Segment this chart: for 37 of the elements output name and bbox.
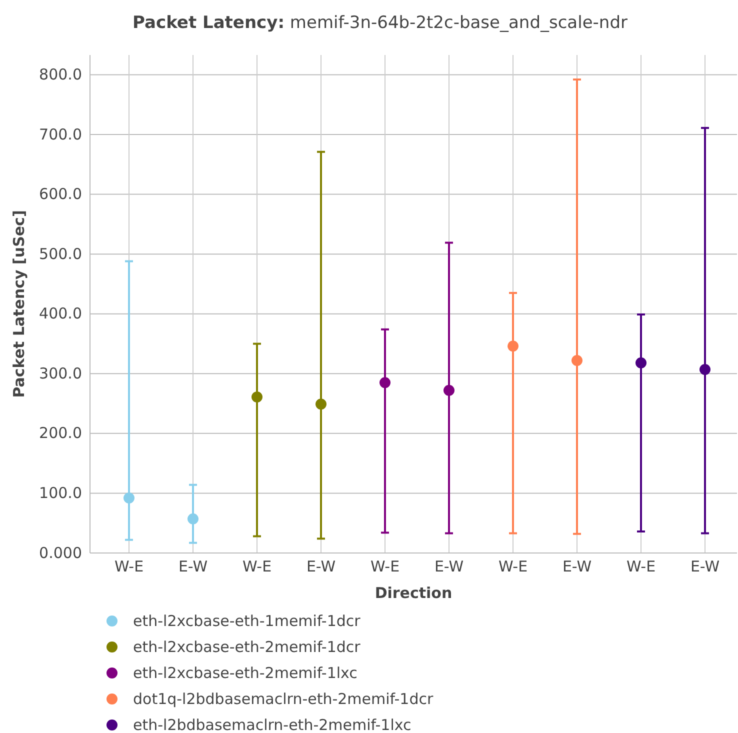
x-axis-title: Direction — [374, 584, 452, 602]
y-tick-label: 400.0 — [39, 304, 82, 323]
x-tick-label: E-W — [306, 558, 336, 576]
point — [252, 391, 262, 402]
x-tick-label: E-W — [434, 558, 464, 576]
x-tick-label: W-E — [242, 558, 272, 576]
x-tick-label: W-E — [626, 558, 656, 576]
point — [444, 384, 454, 396]
x-tick-label: E-W — [562, 558, 592, 576]
legend-label: eth-l2xcbase-eth-1memif-1dcr — [133, 612, 362, 630]
y-axis-title: Packet Latency [uSec] — [10, 210, 28, 398]
y-tick-label: 200.0 — [39, 424, 82, 442]
legend-label: dot1q-l2bdbasemaclrn-eth-2memif-1dcr — [133, 690, 434, 708]
x-tick-label: E-W — [178, 558, 208, 576]
y-tick-label: 800.0 — [39, 66, 82, 84]
x-tick-label: E-W — [690, 558, 720, 576]
chart-title: Packet Latency: memif-3n-64b-2t2c-base_and_scale-ndr — [132, 13, 628, 33]
legend-label: eth-l2xcbase-eth-2memif-1lxc — [133, 664, 358, 682]
y-tick-label: 700.0 — [39, 125, 82, 144]
x-tick-label: W-E — [370, 558, 400, 576]
point — [124, 492, 134, 504]
point — [188, 513, 198, 524]
point — [316, 398, 326, 410]
x-tick-label: W-E — [114, 558, 144, 576]
point — [636, 357, 646, 368]
y-tick-label: 500.0 — [39, 244, 82, 263]
y-tick-label: 0.000 — [39, 544, 82, 562]
legend-label: eth-l2bdbasemaclrn-eth-2memif-1lxc — [133, 716, 412, 733]
point — [380, 377, 390, 388]
legend-label: eth-l2xcbase-eth-2memif-1dcr — [133, 638, 362, 656]
y-tick-label: 300.0 — [39, 364, 82, 382]
point — [700, 364, 710, 375]
y-tick-label: 600.0 — [39, 185, 82, 204]
point — [508, 340, 518, 352]
x-tick-label: W-E — [498, 558, 528, 576]
y-tick-label: 100.0 — [39, 484, 82, 502]
point — [572, 355, 582, 366]
